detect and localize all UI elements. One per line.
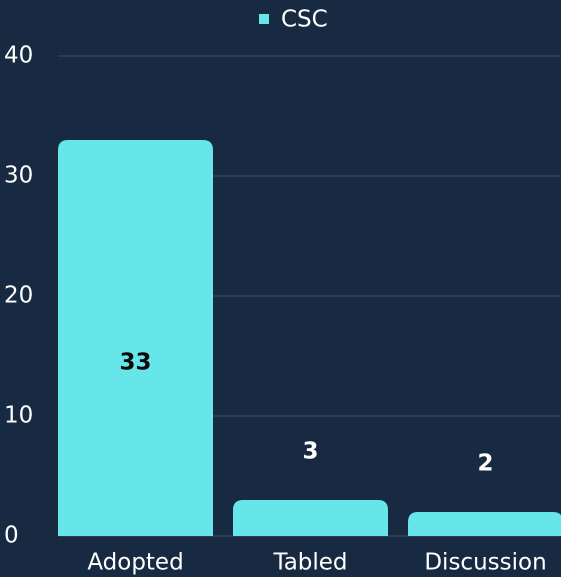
- x-tick-label: Tabled: [272, 550, 347, 576]
- y-tick-label: 30: [4, 163, 33, 189]
- y-tick-label: 20: [4, 283, 33, 309]
- y-tick-label: 10: [4, 403, 33, 429]
- legend-swatch: [259, 14, 269, 24]
- y-tick-label: 0: [4, 523, 19, 549]
- x-tick-label: Adopted: [87, 550, 183, 576]
- data-label: 3: [302, 439, 318, 465]
- bar: [233, 500, 388, 536]
- x-tick-label: Discussion: [424, 550, 546, 576]
- data-label: 33: [119, 350, 151, 376]
- y-tick-label: 40: [4, 43, 33, 69]
- data-label: 2: [477, 451, 493, 477]
- legend-label: CSC: [281, 7, 328, 33]
- bar: [408, 512, 561, 536]
- bar: [58, 140, 213, 536]
